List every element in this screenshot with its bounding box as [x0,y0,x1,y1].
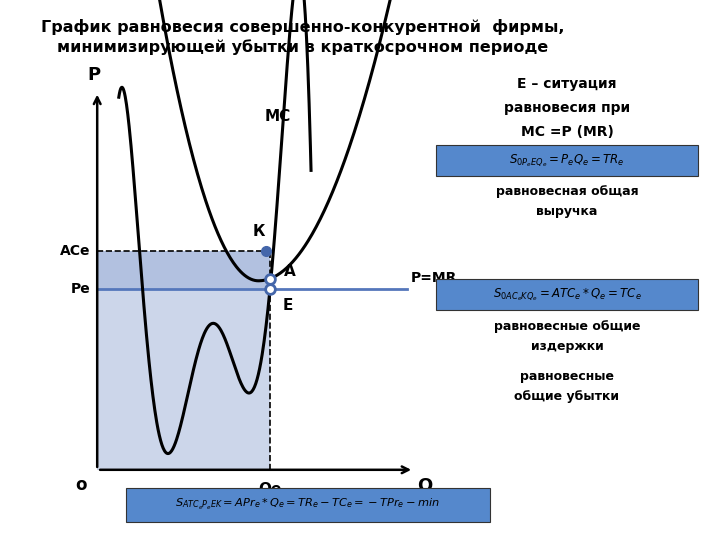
Text: равновесные общие: равновесные общие [494,320,640,333]
Text: MC: MC [265,109,291,124]
Text: $S_{0AC_eKQ_e} = ATC_e * Q_e = TC_e$: $S_{0AC_eKQ_e} = ATC_e * Q_e = TC_e$ [492,286,642,302]
Text: равновесные: равновесные [520,370,614,383]
Bar [436,145,698,176]
Text: A: A [284,264,296,279]
Text: Е – ситуация: Е – ситуация [517,77,617,91]
Text: Qe: Qe [258,482,282,497]
Text: P=MR: P=MR [410,271,456,285]
Text: минимизирующей убытки в краткосрочном периоде: минимизирующей убытки в краткосрочном пе… [57,39,548,55]
Text: P: P [87,66,100,84]
Bar [97,251,270,289]
Text: равновесия при: равновесия при [504,101,630,115]
Text: ACe: ACe [60,244,90,258]
Text: $S_{0P_eEQ_e} = P_eQ_e = TR_e$: $S_{0P_eEQ_e} = P_eQ_e = TR_e$ [509,152,625,168]
Text: Q: Q [418,476,433,494]
Text: E: E [283,299,293,314]
Text: общие убытки: общие убытки [515,390,619,403]
Bar [126,488,490,522]
Text: График равновесия совершенно-конкурентной  фирмы,: График равновесия совершенно-конкурентно… [40,19,564,35]
Text: $S_{ATC_eP_eEK} = APr_e * Q_e = TR_e - TC_e = -TPr_e - min$: $S_{ATC_eP_eEK} = APr_e * Q_e = TR_e - T… [176,497,440,512]
Bar [97,289,270,470]
Text: К: К [253,224,266,239]
Text: МС =P (MR): МС =P (MR) [521,125,613,139]
Text: выручка: выручка [536,205,598,218]
Text: равновесная общая: равновесная общая [495,185,639,198]
Bar [436,279,698,310]
Text: издержки: издержки [531,340,603,353]
Text: o: o [75,476,86,494]
Text: Pe: Pe [71,282,90,296]
